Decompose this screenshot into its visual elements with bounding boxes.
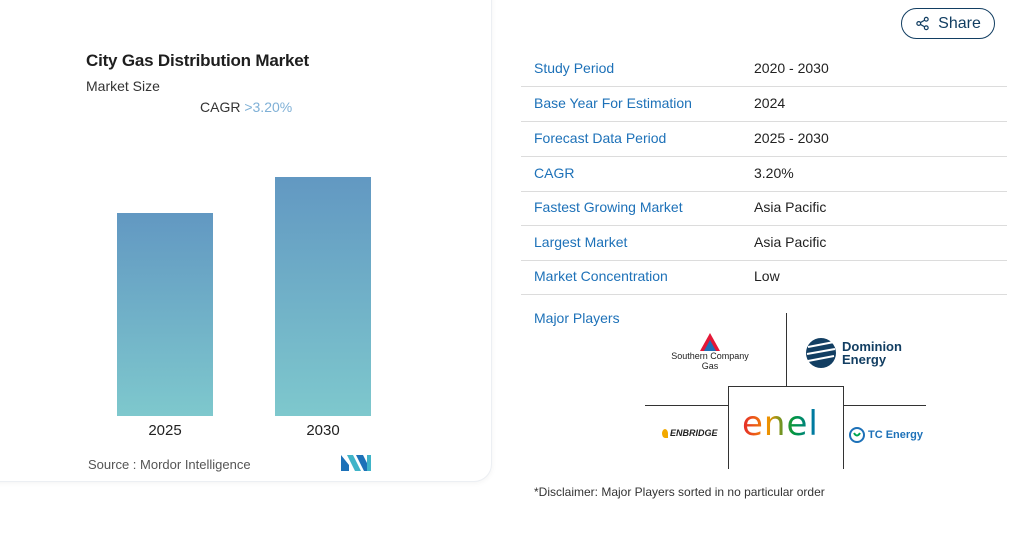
stat-value: Asia Pacific: [754, 199, 827, 215]
market-size-card: [0, 0, 492, 482]
cagr-value: >3.20%: [244, 99, 293, 115]
stat-key: Market Concentration: [534, 268, 668, 284]
stat-value: Low: [754, 268, 780, 284]
stat-row-concentration: Market Concentration Low: [521, 260, 1007, 295]
stat-value: Asia Pacific: [754, 234, 827, 250]
tc-energy-logo: TC Energy: [849, 427, 923, 443]
stat-row-cagr: CAGR 3.20%: [521, 157, 1007, 192]
enbridge-logo: ENBRIDGE: [662, 428, 718, 438]
southern-logo-line1: Southern Company: [671, 351, 749, 361]
x-tick-label-2030: 2030: [306, 422, 340, 439]
stat-key: Largest Market: [534, 234, 628, 250]
southern-company-gas-logo: Southern Company Gas: [664, 333, 756, 371]
cagr-label: CAGR: [200, 99, 241, 115]
stat-key: Forecast Data Period: [534, 130, 667, 146]
major-players-label: Major Players: [534, 310, 620, 326]
grid-divider: [645, 405, 728, 406]
dominion-energy-logo: Dominion Energy: [806, 336, 902, 370]
enbridge-logo-text: ENBRIDGE: [670, 428, 718, 438]
stat-key: CAGR: [534, 165, 575, 181]
chart-subtitle: Market Size: [86, 78, 160, 94]
disclaimer-text: *Disclaimer: Major Players sorted in no …: [534, 485, 825, 499]
dominion-logo-line2: Energy: [842, 352, 887, 367]
stat-value: 3.20%: [754, 165, 794, 181]
stat-row-fastest-growing: Fastest Growing Market Asia Pacific: [521, 191, 1007, 226]
share-button[interactable]: Share: [901, 8, 995, 39]
stat-key: Base Year For Estimation: [534, 95, 692, 111]
grid-divider: [844, 405, 926, 406]
southern-logo-line2: Gas: [701, 361, 719, 371]
grid-divider: [728, 386, 844, 387]
chart-title: City Gas Distribution Market: [86, 51, 309, 70]
source-text: Source : Mordor Intelligence: [88, 457, 251, 472]
tc-energy-logo-text: TC Energy: [868, 429, 924, 441]
mordor-intelligence-logo: [341, 455, 371, 471]
dominion-mark-icon: [806, 338, 836, 368]
enbridge-flame-icon: [662, 428, 668, 438]
stat-key: Fastest Growing Market: [534, 199, 683, 215]
stat-row-largest-market: Largest Market Asia Pacific: [521, 226, 1007, 261]
share-label: Share: [938, 14, 981, 32]
grid-divider: [843, 386, 844, 469]
stat-row-base-year: Base Year For Estimation 2024: [521, 87, 1007, 122]
dominion-logo-line1: Dominion: [842, 339, 902, 354]
stat-value: 2020 - 2030: [754, 60, 829, 76]
tc-energy-mark-icon: [849, 427, 865, 443]
grid-divider: [786, 313, 787, 386]
stat-value: 2025 - 2030: [754, 130, 829, 146]
share-icon: [916, 16, 929, 31]
enel-logo: enel: [742, 404, 819, 444]
x-tick-label-2025: 2025: [148, 422, 182, 439]
stat-value: 2024: [754, 95, 786, 111]
triangle-icon: [700, 333, 720, 351]
stat-key: Study Period: [534, 60, 615, 76]
cagr-annotation: CAGR >3.20%: [200, 99, 292, 115]
stat-row-forecast-period: Forecast Data Period 2025 - 2030: [521, 122, 1007, 157]
bar-2030: [275, 177, 371, 416]
grid-divider: [728, 386, 729, 469]
bar-2025: [117, 213, 213, 416]
stat-row-study-period: Study Period 2020 - 2030: [521, 52, 1007, 87]
